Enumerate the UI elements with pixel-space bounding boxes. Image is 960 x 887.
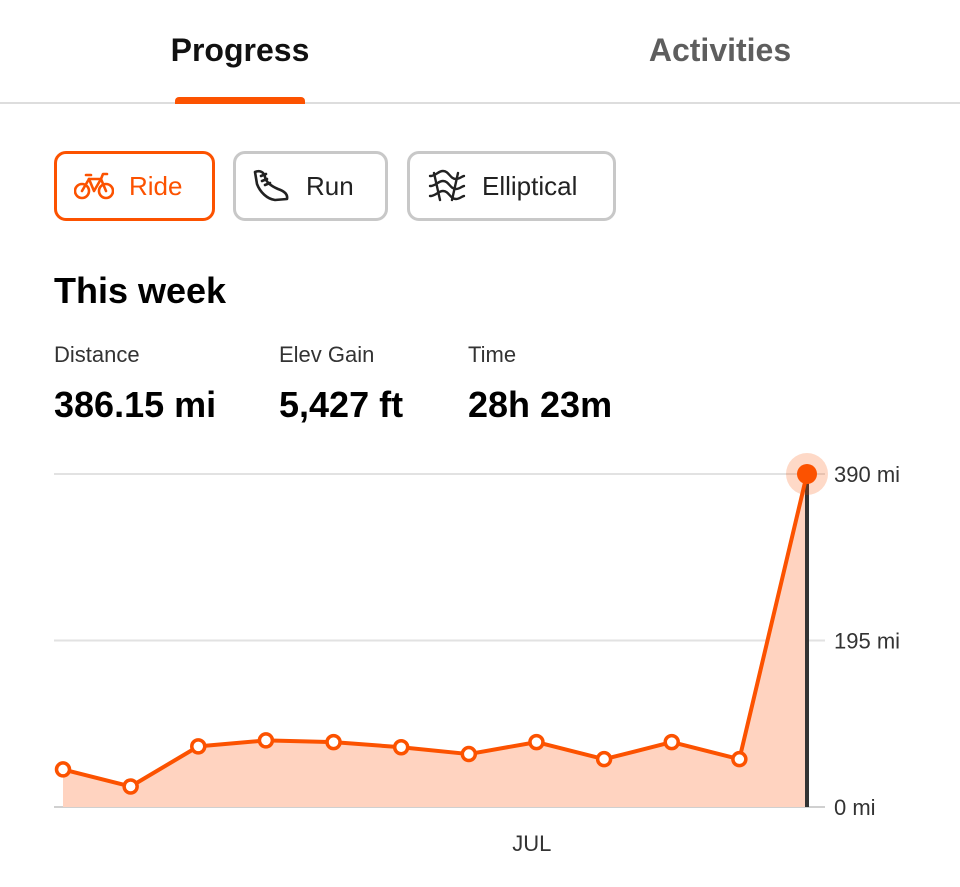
data-point[interactable] — [325, 733, 342, 751]
data-point[interactable] — [528, 733, 545, 751]
y-tick-label: 0 mi — [834, 795, 876, 820]
distance-stat: Distance 386.15 mi — [54, 342, 216, 426]
active-tab-indicator — [175, 97, 305, 104]
elliptical-icon — [426, 166, 468, 206]
elev-gain-value: 5,427 ft — [279, 384, 404, 425]
elev-gain-label: Elev Gain — [279, 342, 375, 367]
distance-value: 386.15 mi — [54, 384, 217, 425]
elev-gain-stat: Elev Gain 5,427 ft — [279, 342, 403, 426]
data-point[interactable] — [595, 750, 613, 768]
time-label: Time — [468, 342, 517, 367]
run-label: Run — [306, 170, 354, 201]
tab-activities[interactable]: Activities — [648, 31, 792, 68]
run-filter-button[interactable]: Run — [233, 151, 388, 221]
x-tick-label: JUL — [512, 831, 551, 856]
time-value: 28h 23m — [468, 384, 613, 425]
bike-icon — [73, 166, 115, 206]
week-title: This week — [54, 270, 227, 311]
y-tick-label: 195 mi — [834, 629, 900, 654]
distance-label: Distance — [54, 342, 140, 367]
highlight-point — [797, 464, 817, 484]
elliptical-filter-button[interactable]: Elliptical — [407, 151, 616, 221]
data-point[interactable] — [460, 745, 478, 763]
y-tick-label: 390 mi — [834, 462, 900, 487]
shoe-icon — [250, 166, 292, 206]
data-point[interactable] — [54, 761, 72, 778]
area-fill — [63, 474, 807, 807]
tab-bar: Progress Activities — [0, 0, 960, 104]
tab-progress[interactable]: Progress — [170, 31, 310, 68]
ride-label: Ride — [129, 170, 183, 201]
data-point[interactable] — [663, 733, 680, 751]
time-stat: Time 28h 23m — [468, 342, 612, 426]
series-line — [61, 472, 809, 789]
data-point[interactable] — [122, 778, 139, 795]
data-point[interactable] — [731, 750, 748, 768]
data-point[interactable] — [190, 738, 207, 755]
elliptical-label: Elliptical — [482, 170, 578, 201]
ride-filter-button[interactable]: Ride — [54, 151, 215, 221]
data-point[interactable] — [257, 732, 275, 749]
data-point[interactable] — [392, 738, 410, 756]
